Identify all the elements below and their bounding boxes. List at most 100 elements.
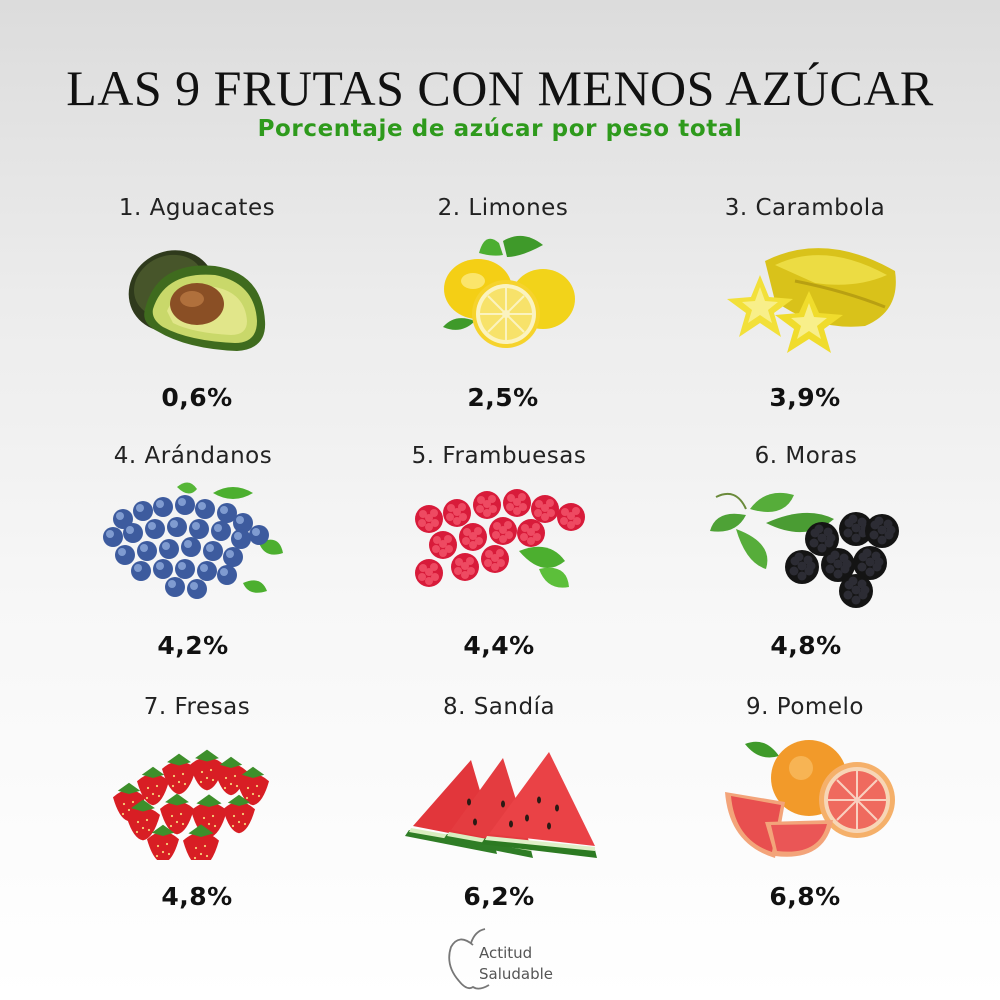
- brand-name: Actitud Saludable: [479, 943, 553, 985]
- blueberry: [103, 527, 123, 547]
- raspberry-drupelet: [467, 567, 475, 575]
- strawberry-seed: [177, 780, 181, 784]
- blackberry-drupelet: [869, 530, 879, 540]
- blueberry: [181, 537, 201, 557]
- blueberry-highlight: [170, 520, 178, 528]
- blueberry: [115, 545, 135, 565]
- strawberry-seed: [200, 770, 204, 774]
- strawberry-seed: [181, 822, 185, 826]
- raspberry-drupelet: [455, 558, 463, 566]
- blueberry: [249, 525, 269, 545]
- blackberry-drupelet: [843, 528, 853, 538]
- strawberry-leaf: [151, 824, 175, 836]
- strawberry-seed: [183, 782, 187, 786]
- raspberry-drupelet: [504, 521, 512, 529]
- raspberry-drupelet: [521, 524, 529, 532]
- blueberry-highlight: [116, 512, 124, 520]
- fruit-card-avocado: 1. Aguacates 0,6%: [47, 193, 347, 412]
- blueberry-highlight: [162, 542, 170, 550]
- raspberry-drupelet: [484, 559, 492, 567]
- raspberry-drupelet: [496, 549, 504, 557]
- strawberry-leaf: [117, 782, 141, 794]
- strawberry-seed: [175, 820, 179, 824]
- strawberry-seed: [170, 814, 174, 818]
- strawberry-seed: [169, 824, 173, 828]
- raspberry-drupelet: [445, 545, 453, 553]
- fruit-name: 4. Arándanos: [113, 443, 273, 469]
- fruit-name: 6. Moras: [754, 443, 858, 469]
- watermelon-icon: [399, 730, 599, 860]
- sugar-percentage: 3,9%: [769, 383, 841, 412]
- raspberry-drupelet: [433, 536, 441, 544]
- strawberry-seed: [136, 820, 140, 824]
- strawberry-seed: [229, 782, 233, 786]
- strawberry-seed: [237, 820, 241, 824]
- blueberry: [175, 495, 195, 515]
- blueberry: [197, 561, 217, 581]
- raspberry-drupelet: [469, 541, 477, 549]
- blueberry: [231, 529, 251, 549]
- raspberry-drupelet: [491, 563, 499, 571]
- raspberry-drupelet: [418, 573, 426, 581]
- strawberry-seed: [194, 846, 198, 850]
- raspberry-drupelet: [485, 550, 493, 558]
- strawberry-leaf: [165, 793, 189, 806]
- strawberry-leaf: [167, 753, 191, 766]
- raspberry-drupelet: [519, 503, 527, 511]
- strawberry-seed: [172, 774, 176, 778]
- blueberry-highlight: [156, 562, 164, 570]
- fruit-name: 9. Pomelo: [746, 694, 864, 720]
- raspberry-drupelet: [535, 500, 543, 508]
- raspberry-drupelet: [533, 533, 541, 541]
- raspberry-drupelet: [419, 564, 427, 572]
- blueberry-highlight: [220, 506, 228, 514]
- strawberry-seed: [199, 852, 203, 856]
- strawberry-seed: [245, 796, 249, 800]
- raspberry-drupelet: [475, 537, 483, 545]
- blackberry-drupelet: [814, 524, 824, 534]
- strawberry-seed: [122, 802, 126, 806]
- blueberry-highlight: [252, 528, 260, 536]
- fruit-name: 1. Aguacates: [118, 195, 276, 221]
- page-title: LAS 9 FRUTAS CON MENOS AZÚCAR: [66, 60, 934, 116]
- raspberry-drupelet: [425, 568, 433, 576]
- strawberry-seed: [145, 818, 149, 822]
- strawberry-seed: [193, 856, 197, 860]
- strawberry-leaf: [241, 766, 265, 778]
- raspberry-drupelet: [462, 537, 470, 545]
- strawberry-seed: [121, 812, 125, 816]
- blackberry-drupelet: [877, 525, 887, 535]
- raspberries-icon: [399, 479, 599, 609]
- blueberry-highlight: [136, 504, 144, 512]
- fruit-card-blueberries: 4. Arándanos 4,2%: [43, 441, 343, 660]
- raspberry-drupelet: [541, 504, 549, 512]
- blueberry-highlight: [178, 498, 186, 506]
- raspberry-drupelet: [432, 545, 440, 553]
- strawberry-seed: [181, 772, 185, 776]
- strawberry-seed: [141, 826, 145, 830]
- blueberry-highlight: [106, 530, 114, 538]
- strawberry-seed: [209, 768, 213, 772]
- lemon-icon: [403, 231, 603, 361]
- raspberry-drupelet: [488, 495, 496, 503]
- raspberry-drupelet: [493, 522, 501, 530]
- sugar-percentage: 6,8%: [769, 882, 841, 911]
- strawberry-seed: [231, 824, 235, 828]
- raspberry-drupelet: [463, 528, 471, 536]
- strawberry: [126, 807, 160, 841]
- strawberry-seed: [155, 854, 159, 858]
- blueberry: [175, 559, 195, 579]
- blueberry: [223, 547, 243, 567]
- strawberry-seed: [151, 792, 155, 796]
- strawberry: [237, 774, 269, 806]
- raspberry-drupelet: [418, 519, 426, 527]
- raspberry-drupelet: [469, 532, 477, 540]
- raspberry-drupelet: [527, 528, 535, 536]
- blueberry-highlight: [156, 500, 164, 508]
- blueberry-highlight: [190, 582, 198, 590]
- sugar-percentage: 0,6%: [161, 383, 233, 412]
- raspberry-drupelet: [499, 526, 507, 534]
- blueberry: [211, 521, 231, 541]
- raspberry-drupelet: [491, 554, 499, 562]
- blueberry-highlight: [214, 524, 222, 532]
